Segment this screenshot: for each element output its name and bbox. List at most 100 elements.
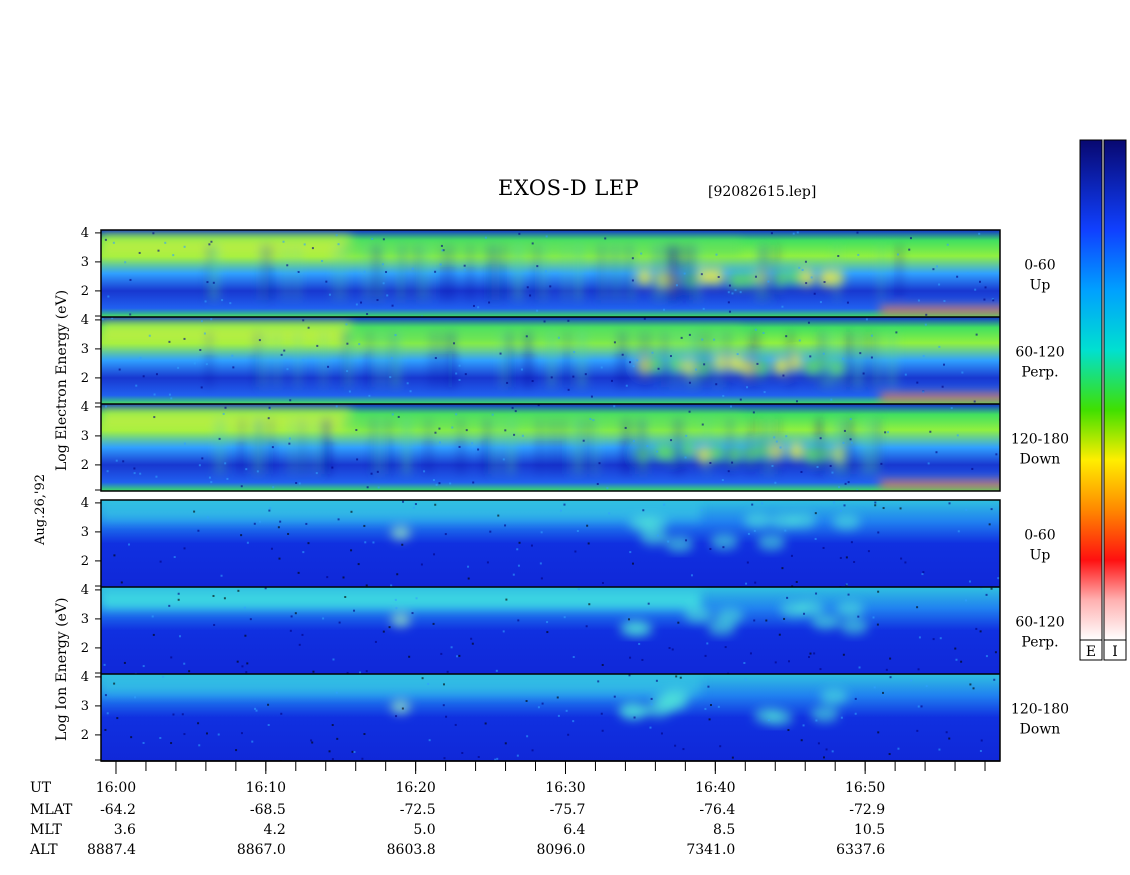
noise-dot: [246, 541, 249, 544]
noise-dot: [685, 434, 688, 437]
noise-dot: [267, 724, 270, 727]
noise-dot: [773, 436, 776, 439]
noise-dot: [307, 542, 310, 545]
noise-dot: [800, 739, 803, 742]
flux-streak: [495, 419, 499, 474]
flux-streak: [378, 419, 382, 474]
noise-dot: [917, 299, 920, 302]
noise-dot: [135, 384, 138, 387]
flux-streak: [835, 245, 839, 300]
noise-dot: [695, 368, 698, 371]
noise-dot: [814, 512, 817, 515]
noise-dot: [502, 458, 505, 461]
noise-dot: [258, 339, 261, 342]
noise-dot: [867, 550, 870, 553]
flux-streak: [334, 245, 338, 300]
flux-streak: [638, 419, 642, 474]
noise-dot: [351, 750, 354, 753]
noise-dot: [152, 633, 155, 636]
noise-dot: [134, 696, 137, 699]
noise-dot: [210, 481, 213, 484]
flux-streak: [774, 245, 778, 300]
noise-dot: [359, 671, 362, 674]
y-tick-label: 3: [81, 255, 89, 270]
noise-dot: [877, 590, 880, 593]
noise-dot: [822, 546, 825, 549]
noise-dot: [601, 581, 604, 584]
noise-dot: [815, 592, 818, 595]
noise-dot: [434, 431, 437, 434]
flux-streak: [674, 245, 678, 300]
noise-dot: [440, 244, 443, 247]
noise-dot: [932, 268, 935, 271]
y-tick-label: 4: [81, 400, 89, 415]
noise-dot: [985, 655, 988, 658]
noise-dot: [752, 411, 755, 414]
flux-streak: [427, 419, 431, 474]
flux-streak: [416, 245, 420, 300]
noise-dot: [727, 301, 730, 304]
noise-dot: [336, 737, 339, 740]
flux-blob: [741, 270, 756, 289]
y-tick-label: 4: [81, 670, 89, 685]
noise-dot: [624, 426, 627, 429]
noise-dot: [294, 612, 297, 615]
noise-dot: [631, 279, 634, 282]
noise-dot: [709, 547, 712, 550]
flux-band: [101, 409, 351, 431]
noise-dot: [531, 380, 534, 383]
noise-dot: [839, 556, 842, 559]
noise-dot: [486, 561, 489, 564]
flux-band: [101, 235, 351, 257]
flux-blob: [810, 706, 839, 723]
flux-streak: [284, 245, 288, 300]
flux-streak: [665, 245, 669, 300]
noise-dot: [743, 662, 746, 665]
noise-dot: [434, 503, 437, 506]
colorbar-label-box: [1103, 639, 1127, 661]
flux-streak: [257, 419, 261, 474]
noise-dot: [377, 486, 380, 489]
flux-blob: [707, 619, 736, 636]
noise-dot: [177, 366, 180, 369]
y-tick-label: 3: [81, 342, 89, 357]
noise-dot: [990, 508, 993, 511]
noise-dot: [246, 662, 249, 665]
noise-dot: [563, 616, 566, 619]
noise-dot: [331, 466, 334, 469]
noise-dot: [288, 442, 291, 445]
panel-texture: [101, 409, 1000, 488]
noise-dot: [754, 328, 757, 331]
noise-dot: [289, 399, 292, 402]
noise-dot: [975, 627, 978, 630]
flux-blob: [757, 534, 786, 551]
noise-dot: [774, 661, 777, 664]
noise-dot: [441, 249, 444, 252]
noise-dot: [983, 298, 986, 301]
file-label: [92082615.lep]: [708, 184, 817, 200]
y-tick-label: 2: [81, 371, 89, 386]
noise-dot: [545, 235, 548, 238]
noise-dot: [822, 756, 825, 759]
noise-dot: [470, 637, 473, 640]
noise-dot: [237, 589, 240, 592]
noise-dot: [749, 652, 752, 655]
noise-dot: [496, 757, 499, 760]
noise-dot: [286, 264, 289, 267]
ephemeris-value-alt: 8603.8: [387, 842, 436, 858]
noise-dot: [850, 541, 853, 544]
noise-dot: [779, 446, 782, 449]
noise-dot: [477, 756, 480, 759]
flux-streak: [843, 419, 847, 474]
flux-streak: [599, 245, 603, 300]
noise-dot: [394, 598, 397, 601]
noise-dot: [408, 655, 411, 658]
noise-dot: [567, 319, 570, 322]
noise-dot: [651, 351, 654, 354]
noise-dot: [938, 748, 941, 751]
noise-dot: [753, 619, 756, 622]
noise-dot: [235, 749, 238, 752]
flux-streak: [876, 332, 880, 387]
noise-dot: [221, 299, 224, 302]
